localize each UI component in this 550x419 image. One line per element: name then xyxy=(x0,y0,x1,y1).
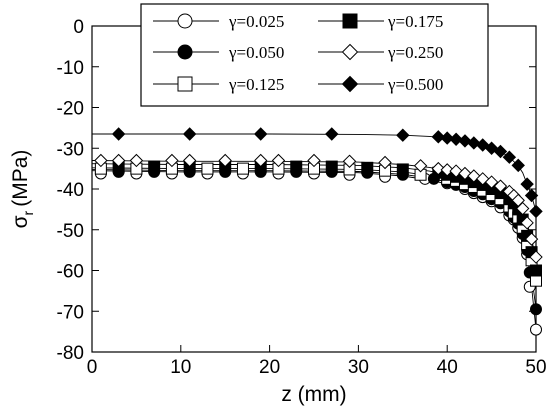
data-point-series-5 xyxy=(182,127,197,141)
data-point-series-3 xyxy=(361,161,374,174)
data-point-series-4 xyxy=(529,250,543,264)
data-point-series-4 xyxy=(94,153,108,168)
data-point-series-3 xyxy=(325,160,338,173)
data-point-series-5 xyxy=(440,131,454,145)
svg-text:σr(MPa): σr (MPa) xyxy=(9,150,36,229)
legend-label: γ=0.050 xyxy=(228,43,284,62)
y-tick-label: -20 xyxy=(57,99,84,120)
data-point-series-3 xyxy=(396,163,409,176)
data-point-series-5 xyxy=(449,132,463,146)
y-tick-label: -80 xyxy=(57,343,84,364)
data-point-series-2 xyxy=(236,162,249,175)
legend-marker xyxy=(341,43,359,61)
data-point-series-5 xyxy=(511,158,525,173)
data-point-series-4 xyxy=(440,163,454,177)
data-point-series-0 xyxy=(530,323,542,336)
legend-marker xyxy=(341,75,359,93)
data-point-series-4 xyxy=(129,153,144,168)
y-axis-unit: (MPa) xyxy=(9,150,32,207)
legend-marker xyxy=(177,13,193,29)
data-point-series-4 xyxy=(515,201,530,216)
legend-label: γ=0.025 xyxy=(228,12,284,31)
y-tick-label: -10 xyxy=(57,58,84,79)
data-point-series-5 xyxy=(493,144,508,159)
data-point-series-4 xyxy=(111,153,126,168)
x-tick-label: 50 xyxy=(525,357,546,378)
legend-label: γ=0.125 xyxy=(228,75,284,94)
x-tick-label: 0 xyxy=(87,357,98,378)
y-tick-label: -50 xyxy=(57,221,84,242)
legend-marker xyxy=(177,76,193,92)
x-tick-label: 20 xyxy=(259,357,280,378)
data-point-series-4 xyxy=(218,153,232,168)
data-point-series-4 xyxy=(484,175,499,189)
data-point-series-4 xyxy=(520,216,534,230)
data-point-series-4 xyxy=(165,153,179,168)
data-point-series-4 xyxy=(413,159,428,173)
x-tick-label: 40 xyxy=(437,357,458,378)
data-point-series-4 xyxy=(342,154,357,168)
legend: γ=0.025 γ=0.050 γ=0.125 γ=0.175 γ=0.250 γ=0.5… xyxy=(140,3,489,107)
data-point-series-5 xyxy=(431,130,446,144)
legend-label: γ=0.500 xyxy=(387,75,443,94)
x-axis-title: z (mm) xyxy=(281,383,346,406)
data-point-series-3 xyxy=(530,264,542,277)
data-point-series-4 xyxy=(182,153,197,168)
y-tick-label: -40 xyxy=(57,180,84,201)
data-point-series-5 xyxy=(254,127,268,141)
data-point-series-4 xyxy=(524,232,539,246)
data-point-series-4 xyxy=(431,161,446,176)
axis-ticks: 0 10 20 30 40 50 0 -10 -20 -30 -40 -50 -60 -70 -80 xyxy=(57,17,547,378)
y-axis-title: σr (MPa) xyxy=(9,150,36,229)
data-point-series-4 xyxy=(378,155,392,170)
data-point-series-5 xyxy=(111,127,126,141)
data-point-series-3 xyxy=(148,160,161,173)
data-point-series-4 xyxy=(271,153,286,168)
data-point-series-5 xyxy=(458,134,472,148)
data-point-series-2 xyxy=(530,274,542,287)
data-point-series-5 xyxy=(396,128,410,142)
data-point-series-4 xyxy=(307,153,321,168)
data-point-series-2 xyxy=(201,162,214,175)
data-point-series-3 xyxy=(290,160,303,173)
y-tick-label: -30 xyxy=(57,139,84,160)
legend-marker xyxy=(177,44,193,60)
data-point-series-4 xyxy=(254,153,268,168)
series-markers xyxy=(94,127,543,336)
data-point-series-5 xyxy=(325,127,339,141)
y-tick-label: 0 xyxy=(73,17,84,38)
legend-marker xyxy=(342,13,358,29)
data-point-series-1 xyxy=(530,303,542,316)
data-point-series-5 xyxy=(502,150,517,164)
data-point-series-5 xyxy=(524,188,539,203)
data-point-series-5 xyxy=(467,136,481,150)
y-axis-subscript: r xyxy=(20,210,36,215)
data-point-series-5 xyxy=(529,204,543,219)
data-point-series-5 xyxy=(520,177,534,191)
legend-label: γ=0.250 xyxy=(387,43,443,62)
x-tick-label: 30 xyxy=(348,357,369,378)
y-tick-label: -70 xyxy=(57,302,84,323)
y-axis-symbol: σ xyxy=(9,215,32,228)
x-tick-label: 10 xyxy=(170,357,191,378)
legend-label: γ=0.175 xyxy=(387,12,443,31)
y-tick-label: -60 xyxy=(57,262,84,283)
data-point-series-4 xyxy=(493,179,508,193)
